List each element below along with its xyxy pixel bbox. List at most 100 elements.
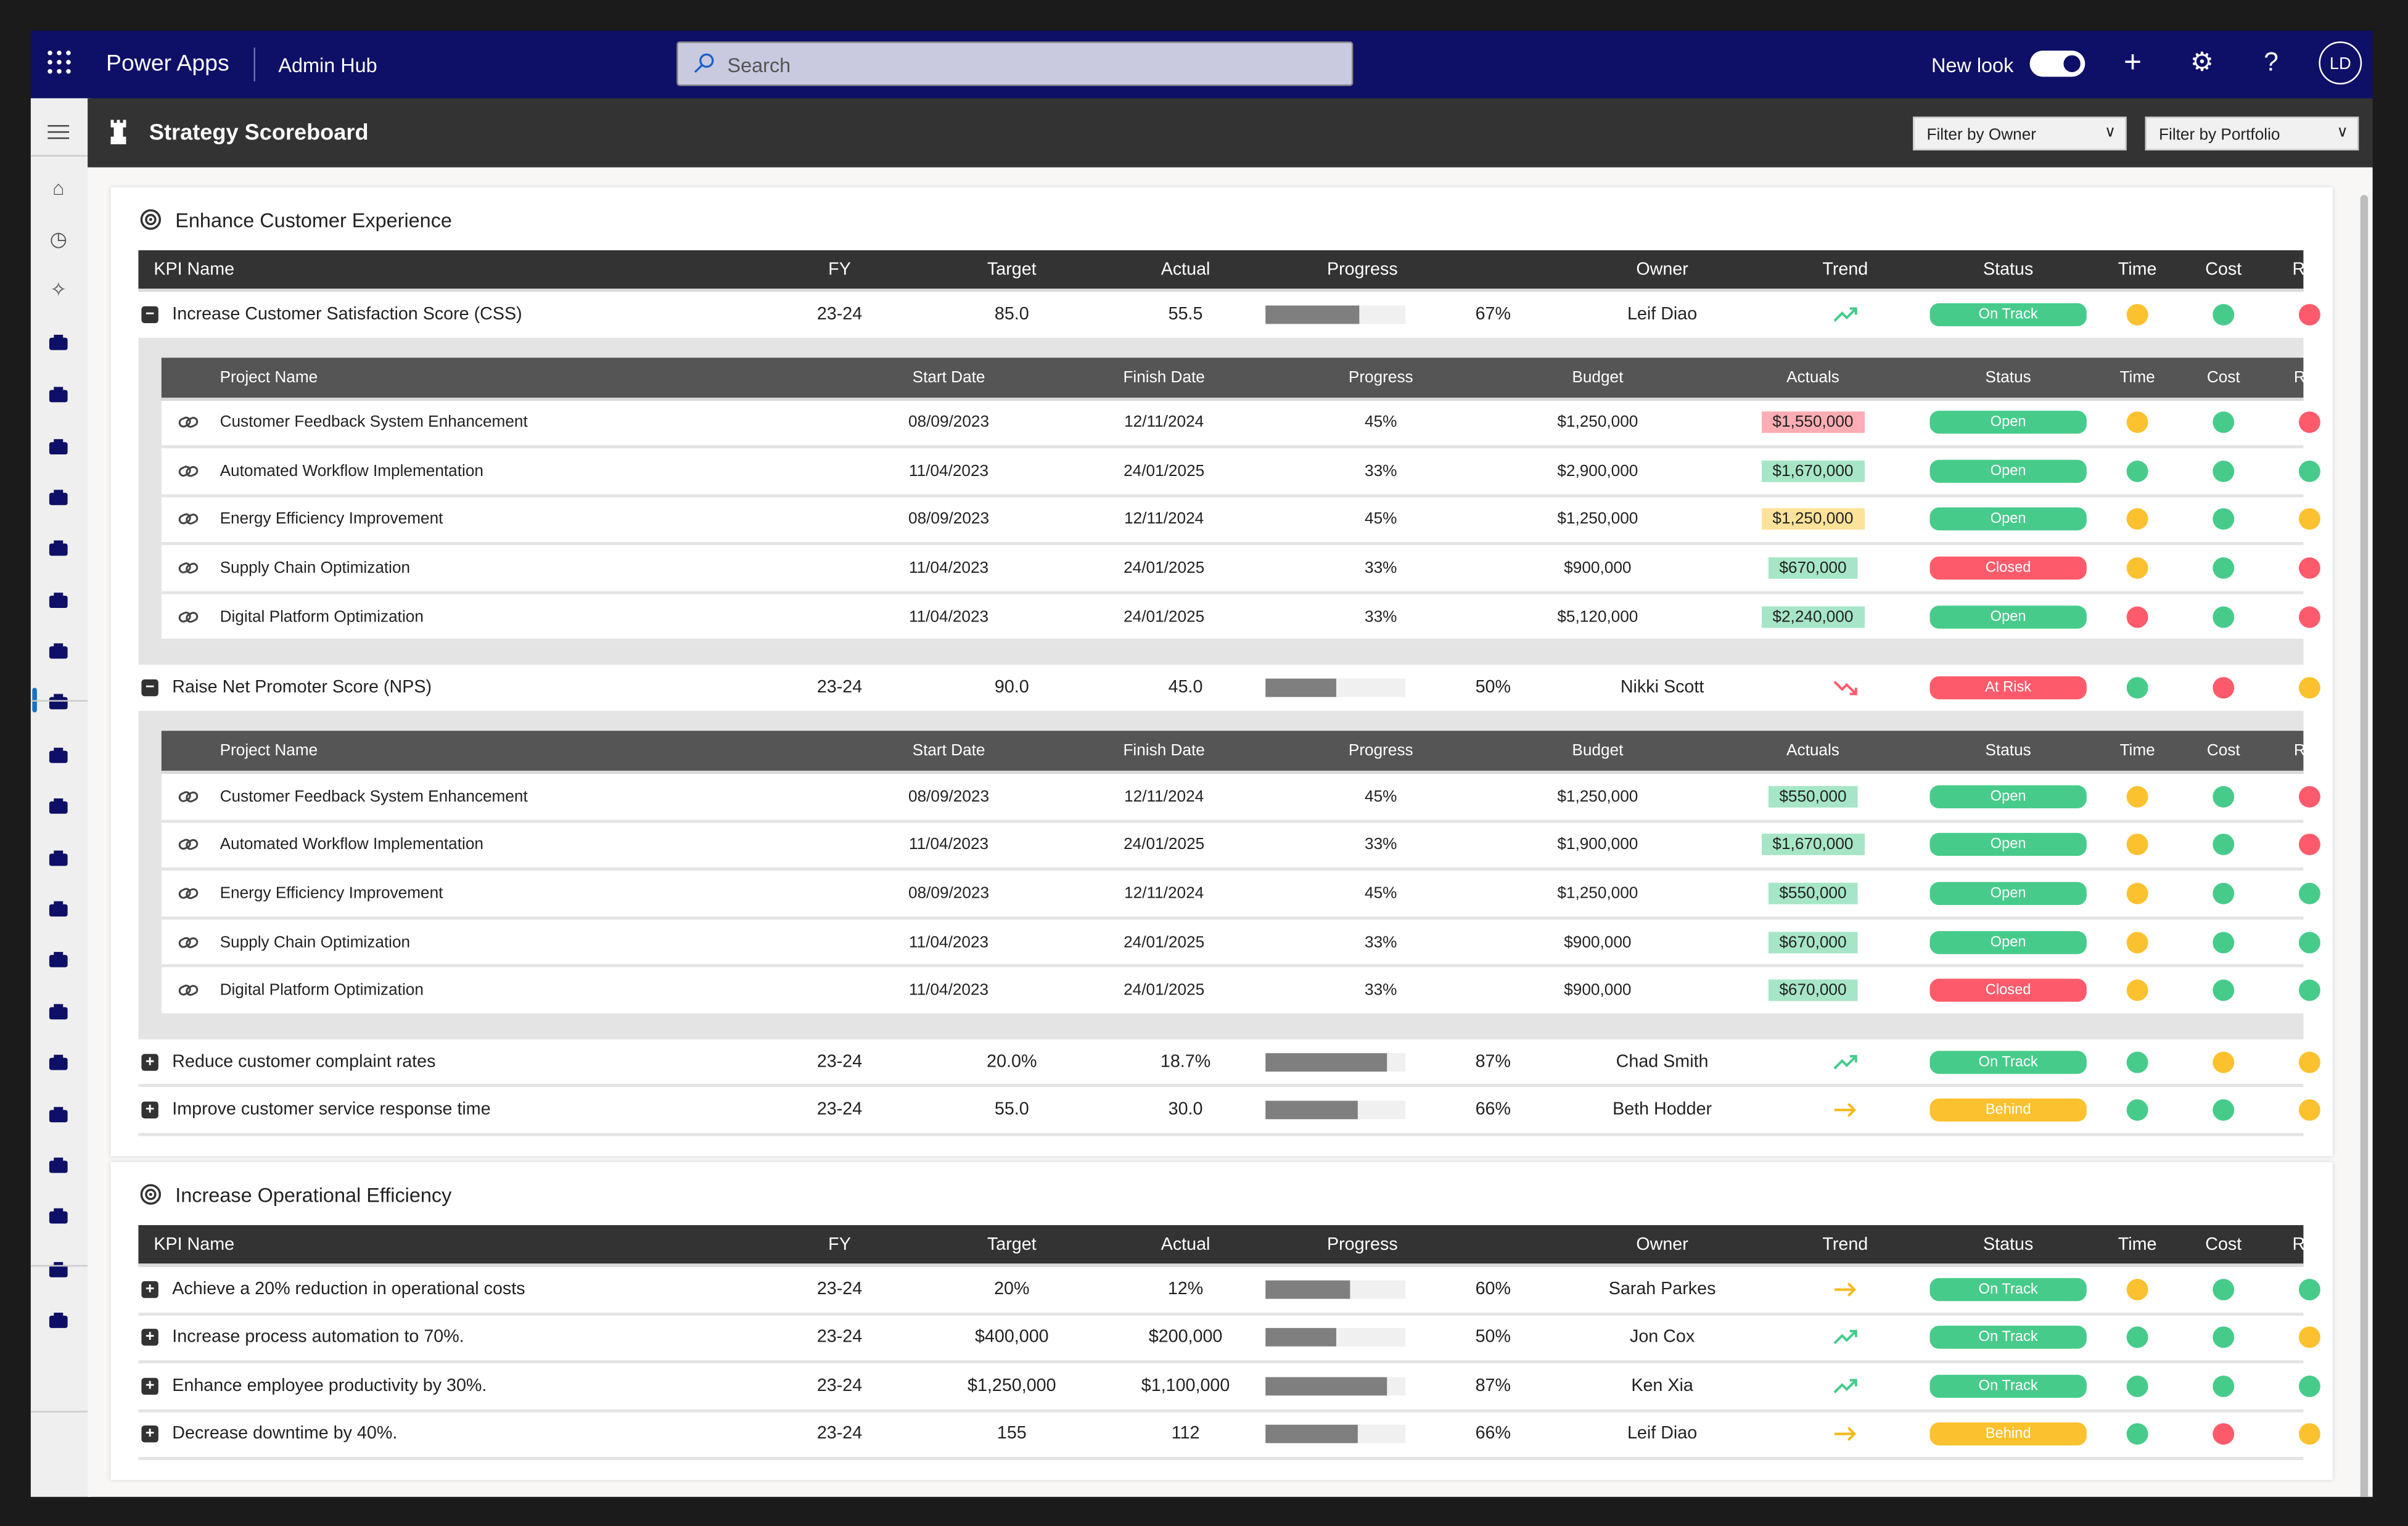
link-icon[interactable] [178, 610, 199, 623]
column-header[interactable]: Time [2119, 367, 2155, 387]
home-icon[interactable]: ⌂ [52, 176, 65, 199]
column-header[interactable]: Cost [2205, 260, 2242, 279]
expand-button[interactable]: + [141, 1281, 158, 1298]
column-header[interactable]: Project Name [220, 367, 318, 387]
column-header[interactable]: Cost [2205, 1235, 2242, 1254]
column-header[interactable]: FY [828, 260, 851, 279]
settings-list-icon[interactable] [46, 1154, 71, 1176]
expand-button[interactable]: + [141, 1102, 158, 1119]
kpi-name[interactable]: Improve customer service response time [172, 1101, 491, 1120]
analytics-icon[interactable] [46, 795, 71, 817]
link-icon[interactable] [178, 513, 199, 527]
column-header[interactable]: Trend [1822, 1235, 1868, 1254]
column-header[interactable]: Time [2118, 260, 2157, 279]
kpi-name[interactable]: Raise Net Promoter Score (NPS) [172, 679, 432, 698]
list-icon[interactable] [46, 1104, 71, 1125]
team-icon[interactable] [46, 436, 71, 457]
app-name[interactable]: Power Apps [106, 51, 229, 77]
chat-icon[interactable] [46, 949, 71, 970]
link-icon[interactable] [178, 935, 199, 949]
column-header[interactable]: Risk [2292, 1235, 2327, 1254]
column-header[interactable]: Start Date [912, 741, 985, 760]
project-name[interactable]: Automated Workflow Implementation [220, 462, 483, 481]
hub-name[interactable]: Admin Hub [278, 54, 377, 77]
column-header[interactable]: FY [828, 1235, 851, 1254]
project-name[interactable]: Supply Chain Optimization [220, 932, 411, 951]
project-name[interactable]: Customer Feedback System Enhancement [220, 787, 528, 806]
column-header[interactable]: Cost [2206, 741, 2240, 760]
column-header[interactable]: Actuals [1786, 367, 1839, 387]
column-header[interactable]: Finish Date [1123, 741, 1205, 760]
link-icon[interactable] [178, 416, 199, 429]
collapse-button[interactable]: − [141, 679, 158, 697]
column-header[interactable]: Time [2118, 1235, 2157, 1254]
kpi-name[interactable]: Decrease downtime by 40%. [172, 1425, 398, 1444]
column-header[interactable]: Actual [1161, 260, 1210, 279]
column-header[interactable]: Risk [2293, 367, 2325, 387]
report-icon[interactable] [46, 847, 71, 869]
column-header[interactable]: Status [1983, 1235, 2034, 1254]
search-input[interactable]: Search [676, 41, 1354, 86]
link-icon[interactable] [178, 561, 199, 575]
column-header[interactable]: Status [1983, 260, 2034, 279]
column-header[interactable]: Status [1985, 367, 2031, 387]
collapse-button[interactable]: − [141, 306, 158, 323]
column-header[interactable]: Finish Date [1123, 367, 1205, 387]
file-icon[interactable] [46, 1310, 71, 1331]
column-header[interactable]: Cost [2206, 367, 2240, 387]
kpi-name[interactable]: Enhance employee productivity by 30%. [172, 1376, 487, 1395]
column-header[interactable]: KPI Name [154, 260, 235, 279]
filter-by-owner-dropdown[interactable]: Filter by Owner ∨ [1913, 117, 2127, 151]
inbox-icon[interactable] [46, 332, 71, 353]
column-header[interactable]: Progress [1326, 1235, 1398, 1254]
kpi-name[interactable]: Increase process automation to 70%. [172, 1328, 464, 1347]
help-icon[interactable]: ? [2264, 47, 2279, 77]
column-header[interactable]: Owner [1636, 260, 1688, 279]
column-header[interactable]: KPI Name [154, 1235, 235, 1254]
link-icon[interactable] [178, 790, 199, 803]
user-icon[interactable] [46, 589, 71, 611]
avatar[interactable]: LD [2319, 41, 2362, 84]
upload-icon[interactable] [46, 1259, 71, 1281]
link-icon[interactable] [178, 464, 199, 478]
plus-icon[interactable]: + [2124, 46, 2142, 80]
database-icon[interactable] [46, 745, 71, 766]
kpi-name[interactable]: Achieve a 20% reduction in operational c… [172, 1280, 525, 1298]
column-header[interactable]: Budget [1572, 741, 1624, 760]
project-name[interactable]: Customer Feedback System Enhancement [220, 413, 528, 432]
column-header[interactable]: Target [987, 1235, 1037, 1254]
recent-icon[interactable]: ◷ [49, 227, 67, 250]
column-header[interactable]: Actual [1161, 1235, 1210, 1254]
project-name[interactable]: Automated Workflow Implementation [220, 835, 483, 855]
column-header[interactable]: Target [987, 260, 1037, 279]
documents-icon[interactable] [46, 1052, 71, 1073]
project-name[interactable]: Digital Platform Optimization [220, 607, 424, 626]
app-launcher-icon[interactable] [47, 51, 72, 75]
contact-icon[interactable] [46, 384, 71, 406]
expand-button[interactable]: + [141, 1053, 158, 1070]
presentation-icon[interactable] [46, 898, 71, 920]
gear-icon[interactable]: ⚙ [2190, 47, 2214, 77]
scrollbar[interactable] [2360, 195, 2369, 1497]
group-icon[interactable] [46, 538, 71, 559]
task-icon[interactable] [46, 640, 71, 662]
project-name[interactable]: Energy Efficiency Improvement [220, 884, 443, 903]
expand-button[interactable]: + [141, 1377, 158, 1395]
expand-button[interactable]: + [141, 1425, 158, 1443]
kpi-name[interactable]: Reduce customer complaint rates [172, 1052, 436, 1072]
new-look-toggle[interactable] [2029, 51, 2085, 77]
chart-icon[interactable] [46, 1205, 71, 1227]
link-icon[interactable] [178, 983, 199, 997]
dashboard-icon[interactable] [46, 691, 71, 713]
column-header[interactable]: Progress [1348, 367, 1413, 387]
column-header[interactable]: Start Date [912, 367, 985, 387]
column-header[interactable]: Actuals [1786, 741, 1839, 760]
column-header[interactable]: Budget [1572, 367, 1624, 387]
project-name[interactable]: Digital Platform Optimization [220, 981, 424, 1000]
column-header[interactable]: Trend [1822, 260, 1868, 279]
mail-icon[interactable] [46, 1001, 71, 1022]
column-header[interactable]: Risk [2292, 260, 2327, 279]
column-header[interactable]: Risk [2293, 741, 2325, 760]
link-icon[interactable] [178, 838, 199, 851]
column-header[interactable]: Project Name [220, 741, 318, 760]
